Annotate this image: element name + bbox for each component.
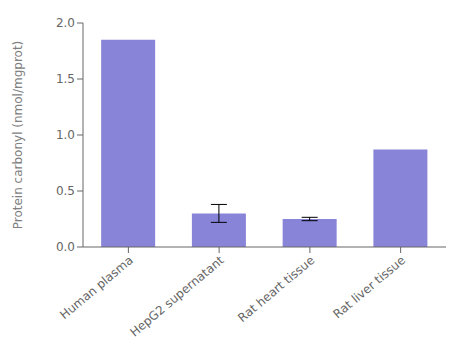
svg-text:Human plasma: Human plasma (57, 253, 135, 322)
svg-text:0.0: 0.0 (56, 240, 75, 254)
svg-text:HepG2 supernatant: HepG2 supernatant (127, 253, 226, 340)
svg-text:Protein carbonyl (nmol/mgprot): Protein carbonyl (nmol/mgprot) (11, 41, 25, 230)
svg-text:Rat heart tissue: Rat heart tissue (235, 253, 317, 325)
svg-text:1.0: 1.0 (56, 128, 75, 142)
svg-text:2.0: 2.0 (56, 16, 75, 30)
svg-text:Rat liver tissue: Rat liver tissue (331, 253, 408, 321)
svg-text:1.5: 1.5 (56, 72, 75, 86)
svg-text:0.5: 0.5 (56, 184, 75, 198)
